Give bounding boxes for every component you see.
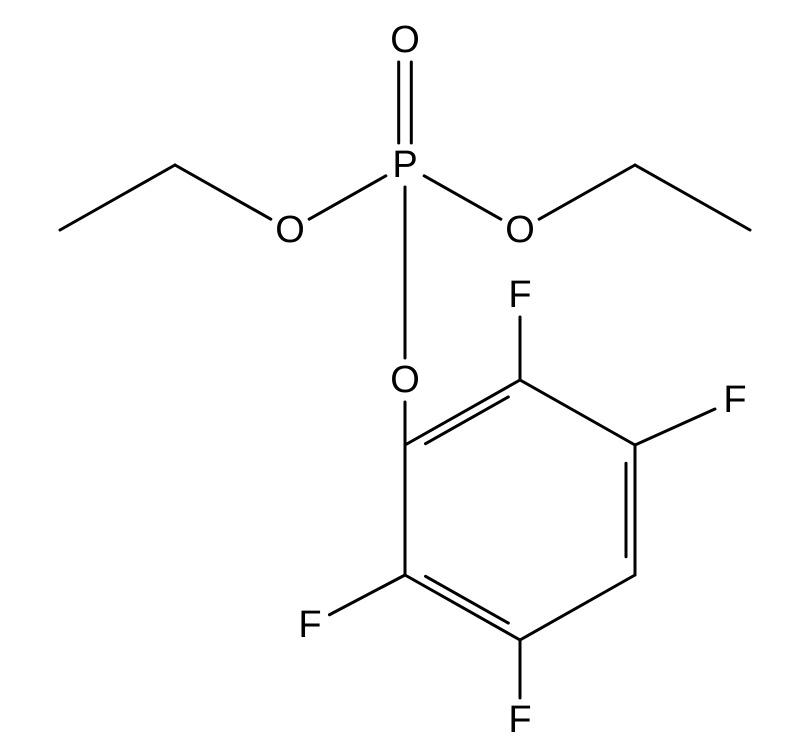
molecule-diagram: OPOOOFFFF	[0, 0, 788, 752]
atom-o: O	[390, 359, 420, 401]
atom-f: F	[508, 274, 531, 316]
atom-o: O	[275, 209, 305, 251]
atom-p: P	[392, 144, 417, 186]
atom-f: F	[723, 379, 746, 421]
atom-o: O	[390, 19, 420, 61]
atom-f: F	[298, 604, 321, 646]
atom-o: O	[505, 209, 535, 251]
atom-f: F	[508, 699, 531, 741]
